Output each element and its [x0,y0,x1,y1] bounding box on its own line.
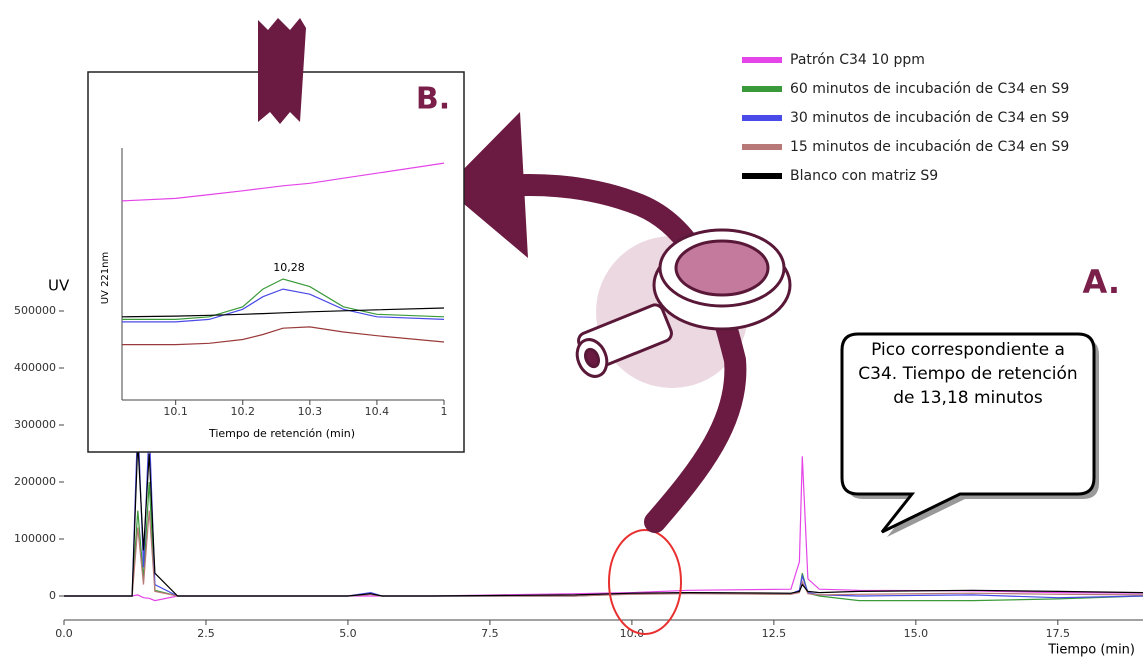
x-tick-label: 17.5 [1046,627,1071,640]
x-tick-label: 10.3 [298,405,323,418]
legend-label: Blanco con matriz S9 [790,168,938,184]
x-tick-label: 12.5 [762,627,787,640]
y-tick-label: 500000 [14,304,56,317]
y-tick-label: 0 [49,589,56,602]
callout-wrap: Pico correspondiente a C34. Tiempo de re… [850,338,1086,488]
y-tick-label: 300000 [14,418,56,431]
tape [258,18,306,124]
x-tick-label: 10.2 [231,405,256,418]
x-tick-label: 10.1 [163,405,188,418]
x-tick-label: 15.0 [904,627,929,640]
x-tick-label: 10.4 [365,405,390,418]
x-tick-label: 5.0 [339,627,357,640]
chart: 0.02.55.07.510.012.515.017.5010000020000… [0,0,1143,659]
highlight-circle [609,530,681,634]
x-tick-label: 0.0 [55,627,73,640]
x-axis-label: Tiempo (min) [1047,643,1135,658]
series-line [64,511,1143,597]
legend-label: 15 minutos de incubación de C34 en S9 [790,139,1069,155]
legend: Patrón C34 10 ppm 60 minutos de incubació… [742,52,1069,184]
x-tick-label: 1 [441,405,448,418]
callout-text: Pico correspondiente a C34. Tiempo de re… [850,338,1086,410]
inset-x-label: Tiempo de retención (min) [208,427,355,440]
series-line [64,482,1143,601]
legend-label: 60 minutos de incubación de C34 en S9 [790,81,1069,97]
y-tick-label: 400000 [14,361,56,374]
x-tick-label: 2.5 [197,627,215,640]
panel-label: A. [1082,263,1120,301]
y-tick-label: 200000 [14,475,56,488]
inset-y-label: UV 221nm [100,252,111,305]
y-axis-label: UV [48,277,70,295]
inset-panel-label: B. [416,82,450,117]
legend-label: Patrón C34 10 ppm [790,52,925,68]
legend-label: 30 minutos de incubación de C34 en S9 [790,110,1069,126]
x-tick-label: 7.5 [481,627,499,640]
peak-label: 10,28 [273,261,305,274]
y-tick-label: 100000 [14,532,56,545]
